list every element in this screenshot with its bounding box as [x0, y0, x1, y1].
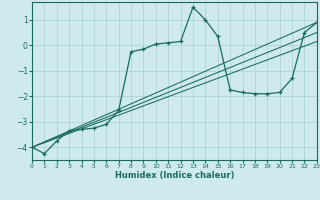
X-axis label: Humidex (Indice chaleur): Humidex (Indice chaleur): [115, 171, 234, 180]
